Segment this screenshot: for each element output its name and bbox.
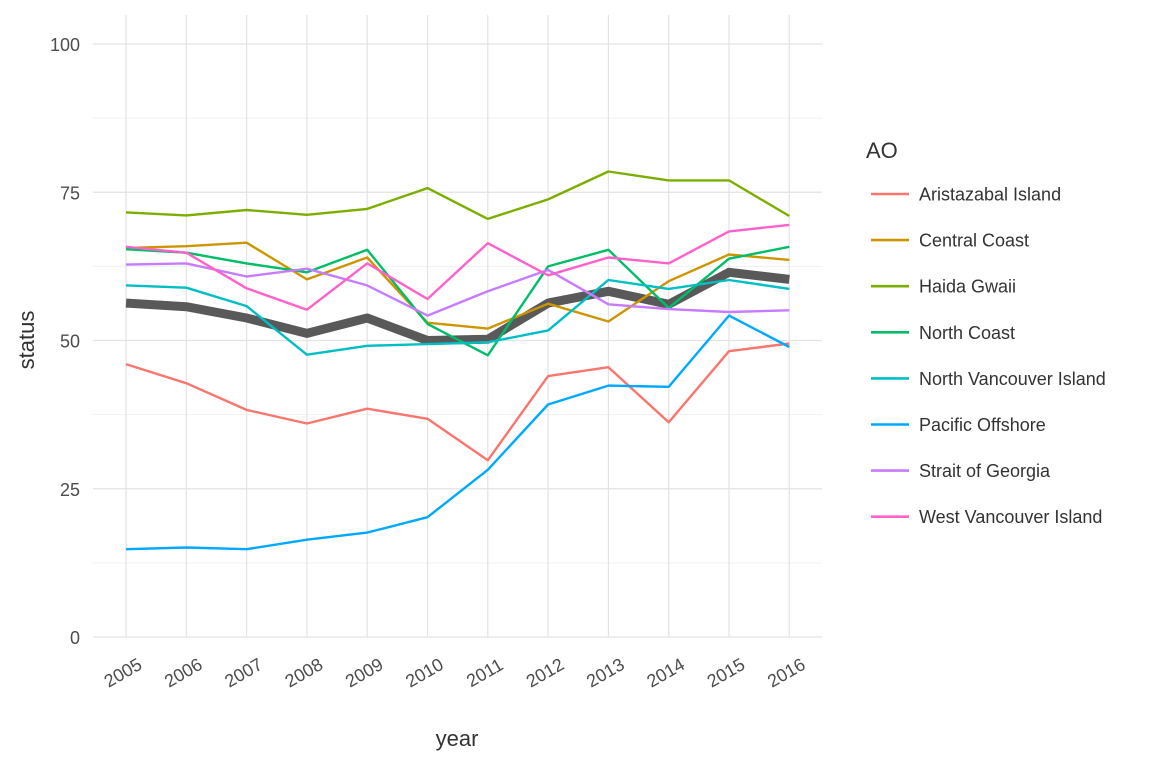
x-tick-label: 2007 <box>221 654 266 691</box>
legend-label-west-vancouver-island: West Vancouver Island <box>919 507 1102 527</box>
y-tick-label: 100 <box>50 35 80 55</box>
x-tick-label: 2013 <box>583 654 628 691</box>
x-tick-label: 2016 <box>764 654 809 691</box>
y-tick-label: 75 <box>60 183 80 203</box>
legend-label-aristazabal-island: Aristazabal Island <box>919 185 1061 205</box>
series-line-haida-gwaii <box>125 170 790 221</box>
y-tick-label: 25 <box>60 480 80 500</box>
legend-title: AO <box>866 138 898 163</box>
y-tick-label: 0 <box>70 628 80 648</box>
legend-label-pacific-offshore: Pacific Offshore <box>919 415 1046 435</box>
legend: AO Aristazabal Island Central Coast Haida … <box>866 138 1106 527</box>
series-line-strait-of-georgia <box>125 262 790 317</box>
y-axis-title: status <box>14 311 39 370</box>
x-tick-label: 2010 <box>402 654 447 691</box>
x-tick-label: 2005 <box>101 654 146 691</box>
x-tick-label: 2012 <box>523 654 568 691</box>
axes: 0 25 50 75 100 2005 2006 2007 2008 2009 2010 2011 20… <box>50 35 809 691</box>
x-tick-label: 2006 <box>161 654 206 691</box>
series-line-west-vancouver-island <box>125 223 790 311</box>
x-tick-label: 2014 <box>643 654 688 691</box>
legend-label-north-coast: North Coast <box>919 323 1015 343</box>
legend-label-strait-of-georgia: Strait of Georgia <box>919 461 1051 481</box>
x-tick-label: 2015 <box>704 654 749 691</box>
legend-items: Aristazabal Island Central Coast Haida Gwa… <box>871 185 1106 527</box>
x-tick-label: 2009 <box>342 654 387 691</box>
series-line-north-vancouver-island <box>125 278 790 356</box>
legend-label-central-coast: Central Coast <box>919 231 1029 251</box>
series-line-north-coast <box>125 245 790 357</box>
series-line-central-coast <box>125 241 790 330</box>
x-axis-title: year <box>436 726 479 751</box>
y-tick-label: 50 <box>60 332 80 352</box>
legend-label-haida-gwaii: Haida Gwaii <box>919 277 1016 297</box>
legend-label-north-vancouver-island: North Vancouver Island <box>919 369 1106 389</box>
overall-series-line <box>125 267 790 345</box>
x-tick-label: 2011 <box>463 654 507 691</box>
series-lines <box>125 170 790 551</box>
x-tick-label: 2008 <box>282 654 327 691</box>
series-line-pacific-offshore <box>125 314 790 551</box>
series-line-aristazabal-island <box>125 342 790 462</box>
